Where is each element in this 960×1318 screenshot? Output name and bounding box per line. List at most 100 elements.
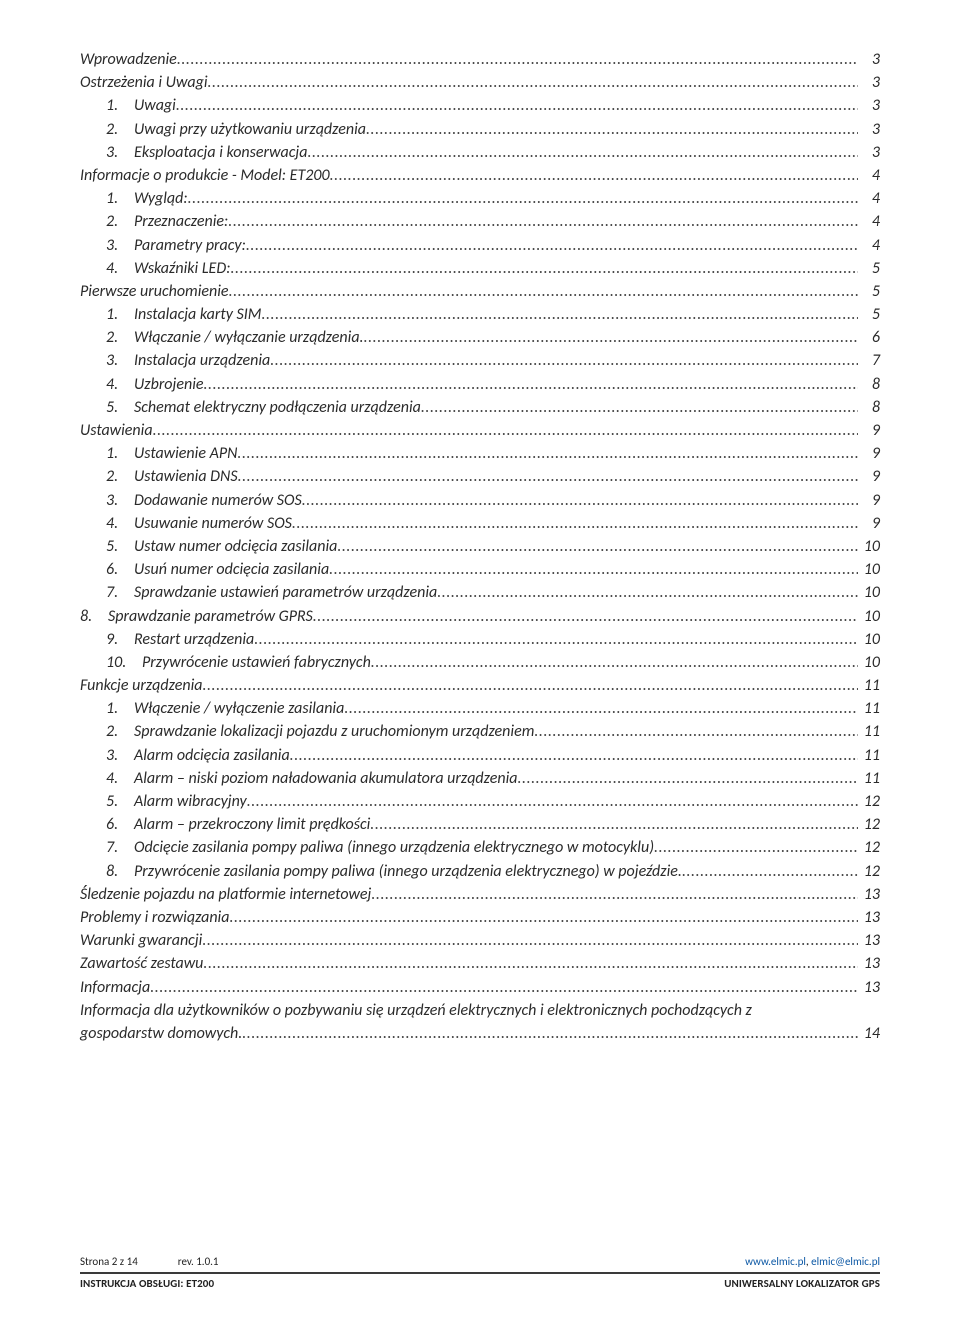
toc-number: 2. — [106, 465, 128, 488]
toc-number: 1. — [106, 187, 128, 210]
toc-leader — [177, 48, 858, 71]
toc-entry[interactable]: 6. Usuń numer odcięcia zasilania 10 — [80, 558, 880, 581]
toc-entry[interactable]: 1.Ustawienie APN 9 — [80, 442, 880, 465]
toc-entry[interactable]: Funkcje urządzenia 11 — [80, 674, 880, 697]
toc-title: Usuń numer odcięcia zasilania — [134, 558, 329, 581]
toc-entry[interactable]: Pierwsze uruchomienie 5 — [80, 280, 880, 303]
toc-entry[interactable]: 10.Przywrócenie ustawień fabrycznych 10 — [80, 651, 880, 674]
page: Wprowadzenie 3Ostrzeżenia i Uwagi 31.Uwa… — [0, 0, 960, 1318]
toc-entry[interactable]: 3.Alarm odcięcia zasilania 11 — [80, 744, 880, 767]
toc-leader — [337, 535, 858, 558]
toc-entry[interactable]: 9. Restart urządzenia 10 — [80, 628, 880, 651]
toc-entry[interactable]: 2.Sprawdzanie lokalizacji pojazdu z uruc… — [80, 720, 880, 743]
toc-title: gospodarstw domowych. — [80, 1022, 242, 1045]
footer-site-link[interactable]: www.elmic.pl — [745, 1255, 806, 1268]
toc-leader — [230, 257, 858, 280]
toc-leader — [330, 164, 858, 187]
toc-title: Wygląd: — [134, 187, 188, 210]
toc-entry[interactable]: 3.Instalacja urządzenia 7 — [80, 349, 880, 372]
toc-page-number: 6 — [858, 326, 880, 349]
toc-title: Włączanie / wyłączanie urządzenia. — [134, 326, 364, 349]
toc-number: 3. — [106, 489, 128, 512]
toc-title: Odcięcie zasilania pompy paliwa (innego … — [134, 836, 654, 859]
toc-page-number: 9 — [858, 489, 880, 512]
toc-entry[interactable]: 6.Alarm – przekroczony limit prędkości 1… — [80, 813, 880, 836]
toc-entry[interactable]: 5.Ustaw numer odcięcia zasilania 10 — [80, 535, 880, 558]
toc-entry[interactable]: 1.Instalacja karty SIM 5 — [80, 303, 880, 326]
toc-page-number: 5 — [858, 280, 880, 303]
toc-leader — [150, 976, 858, 999]
toc-leader — [188, 187, 858, 210]
toc-entry[interactable]: Informacja 13 — [80, 976, 880, 999]
toc-entry[interactable]: 7.Odcięcie zasilania pompy paliwa (inneg… — [80, 836, 880, 859]
toc-page-number: 3 — [858, 48, 880, 71]
toc-entry[interactable]: 4.Wskaźniki LED: 5 — [80, 257, 880, 280]
toc-page-number: 3 — [858, 94, 880, 117]
toc-entry[interactable]: Warunki gwarancji 13 — [80, 929, 880, 952]
toc-title: Restart urządzenia — [134, 628, 254, 651]
toc-entry[interactable]: Śledzenie pojazdu na platformie internet… — [80, 883, 880, 906]
toc-number: 2. — [106, 118, 128, 141]
toc-page-number: 4 — [858, 187, 880, 210]
toc-entry[interactable]: 2.Uwagi przy użytkowaniu urządzenia 3 — [80, 118, 880, 141]
toc-leader — [204, 373, 858, 396]
footer-email-link[interactable]: elmic@elmic.pl — [811, 1255, 880, 1268]
toc-number: 5. — [106, 396, 128, 419]
toc-entry[interactable]: 2.Ustawienia DNS 9 — [80, 465, 880, 488]
footer-bottom-row: INSTRUKCJA OBSŁUGI: ET200 UNIWERSALNY LO… — [80, 1277, 880, 1290]
toc-page-number: 7 — [858, 349, 880, 372]
toc-entry[interactable]: 7.Sprawdzanie ustawień parametrów urządz… — [80, 581, 880, 604]
toc-page-number: 9 — [858, 442, 880, 465]
toc-page-number: 3 — [858, 71, 880, 94]
toc-title: Funkcje urządzenia — [80, 674, 202, 697]
toc-entry[interactable]: 8.Przywrócenie zasilania pompy paliwa (i… — [80, 860, 880, 883]
toc-entry-continuation[interactable]: gospodarstw domowych. 14 — [80, 1022, 880, 1045]
toc-page-number: 11 — [858, 767, 880, 790]
toc-title: Instalacja karty SIM — [134, 303, 261, 326]
toc-page-number: 3 — [858, 118, 880, 141]
toc-entry[interactable]: Informacja dla użytkowników o pozbywaniu… — [80, 999, 880, 1022]
toc-number: 3. — [106, 141, 128, 164]
toc-entry[interactable]: Ostrzeżenia i Uwagi 3 — [80, 71, 880, 94]
toc-entry[interactable]: Problemy i rozwiązania 13 — [80, 906, 880, 929]
toc-page-number: 8 — [858, 373, 880, 396]
toc-entry[interactable]: 4.Usuwanie numerów SOS 9 — [80, 512, 880, 535]
toc-entry[interactable]: Zawartość zestawu 13 — [80, 952, 880, 975]
toc-title: Sprawdzanie parametrów GPRS — [108, 605, 313, 628]
toc-title: Przywrócenie zasilania pompy paliwa (inn… — [134, 860, 682, 883]
toc-leader — [302, 489, 858, 512]
toc-entry[interactable]: 2.Włączanie / wyłączanie urządzenia. 6 — [80, 326, 880, 349]
toc-entry[interactable]: Informacje o produkcie - Model: ET200 4 — [80, 164, 880, 187]
toc-entry[interactable]: 3.Parametry pracy: 4 — [80, 234, 880, 257]
toc-page-number: 10 — [858, 558, 880, 581]
toc-number: 9. — [106, 628, 128, 651]
toc-title: Usuwanie numerów SOS — [134, 512, 292, 535]
toc-title: Ustaw numer odcięcia zasilania — [134, 535, 337, 558]
toc-page-number: 5 — [858, 303, 880, 326]
toc-number: 3. — [106, 234, 128, 257]
toc-leader — [654, 836, 858, 859]
toc-entry[interactable]: 8.Sprawdzanie parametrów GPRS 10 — [80, 605, 880, 628]
toc-entry[interactable]: Wprowadzenie 3 — [80, 48, 880, 71]
toc-leader — [238, 465, 858, 488]
toc-entry[interactable]: 3.Dodawanie numerów SOS 9 — [80, 489, 880, 512]
toc-entry[interactable]: 4.Uzbrojenie 8 — [80, 373, 880, 396]
toc-number: 4. — [106, 767, 128, 790]
toc-entry[interactable]: 5.Schemat elektryczny podłączenia urządz… — [80, 396, 880, 419]
toc-leader — [229, 280, 858, 303]
toc-entry[interactable]: 1. Wygląd: 4 — [80, 187, 880, 210]
toc-entry[interactable]: 1.Włączenie / wyłączenie zasilania 11 — [80, 697, 880, 720]
toc-page-number: 10 — [858, 628, 880, 651]
toc-entry[interactable]: 3.Eksploatacja i konserwacja 3 — [80, 141, 880, 164]
page-footer: Strona 2 z 14 rev. 1.0.1 www.elmic.pl, e… — [80, 1255, 880, 1290]
toc-number: 6. — [106, 558, 128, 581]
toc-entry[interactable]: Ustawienia 9 — [80, 419, 880, 442]
toc-page-number: 14 — [858, 1022, 880, 1045]
toc-entry[interactable]: 4.Alarm – niski poziom naładowania akumu… — [80, 767, 880, 790]
toc-leader — [153, 419, 858, 442]
toc-page-number: 12 — [858, 836, 880, 859]
toc-entry[interactable]: 2.Przeznaczenie: 4 — [80, 210, 880, 233]
toc-leader — [371, 651, 858, 674]
toc-entry[interactable]: 5.Alarm wibracyjny 12 — [80, 790, 880, 813]
toc-entry[interactable]: 1.Uwagi 3 — [80, 94, 880, 117]
